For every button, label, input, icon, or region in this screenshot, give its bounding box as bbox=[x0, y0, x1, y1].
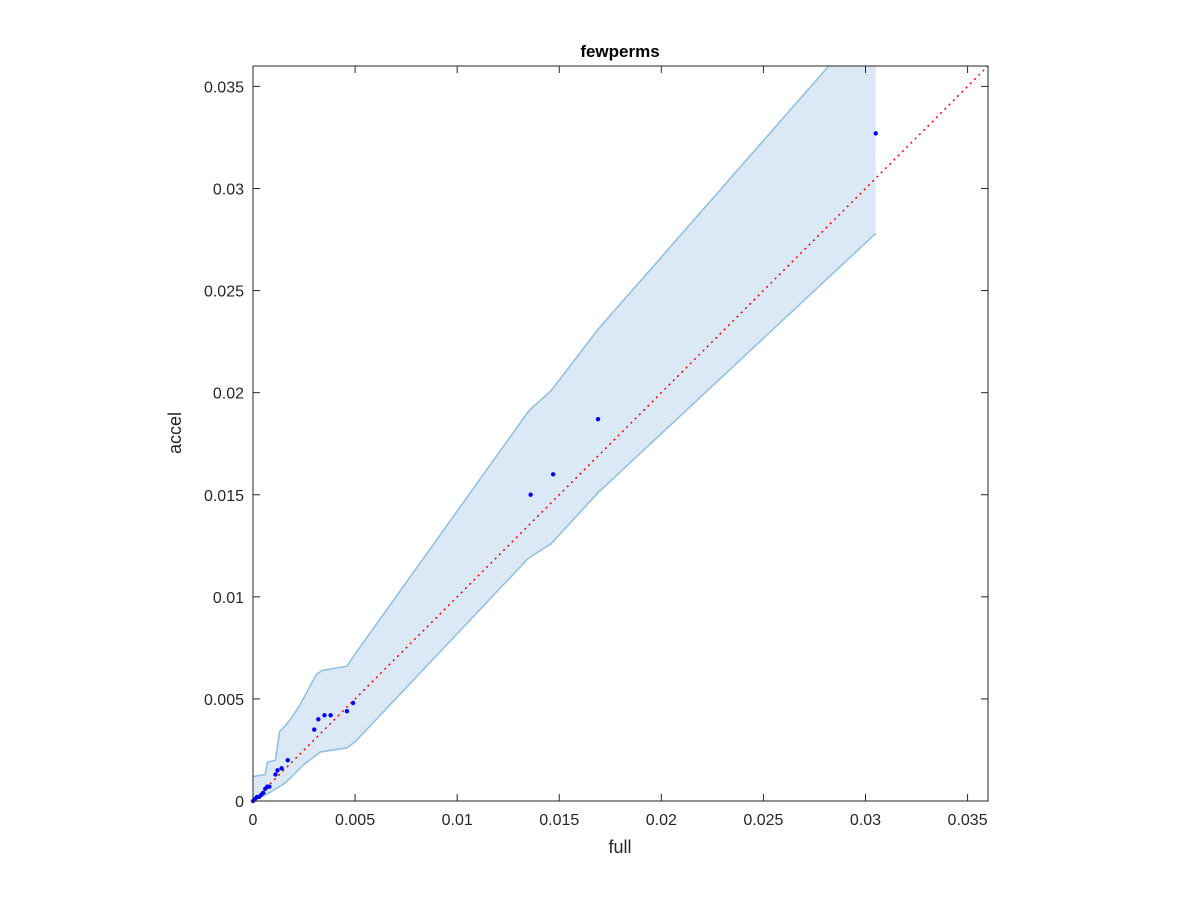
x-axis-label: full bbox=[608, 837, 631, 857]
y-tick-label: 0.015 bbox=[204, 488, 244, 505]
data-point bbox=[273, 772, 278, 777]
data-point bbox=[275, 768, 280, 773]
data-point bbox=[261, 790, 266, 796]
x-tick-label: 0.02 bbox=[646, 812, 677, 829]
x-tick-label: 0 bbox=[249, 812, 258, 829]
data-points bbox=[250, 131, 878, 804]
confidence-band bbox=[253, 66, 877, 801]
x-axis-ticks: 0 0.005 0.01 0.015 0.02 0.025 0.03 0.035 bbox=[249, 66, 988, 829]
data-point bbox=[285, 757, 290, 763]
y-tick-label: 0.005 bbox=[204, 692, 244, 709]
data-point bbox=[312, 727, 317, 732]
x-tick-label: 0.015 bbox=[539, 812, 579, 829]
data-point bbox=[350, 700, 356, 706]
x-tick-label: 0.035 bbox=[948, 812, 988, 829]
data-point bbox=[873, 131, 878, 136]
data-point bbox=[316, 717, 321, 722]
data-point bbox=[550, 472, 556, 477]
chart-title: fewperms bbox=[580, 42, 659, 61]
y-tick-label: 0 bbox=[235, 794, 244, 811]
data-point bbox=[279, 766, 284, 771]
data-point bbox=[344, 708, 350, 714]
x-tick-label: 0.01 bbox=[442, 812, 473, 829]
y-tick-label: 0.01 bbox=[213, 590, 244, 607]
x-tick-label: 0.005 bbox=[335, 812, 375, 829]
y-tick-label: 0.02 bbox=[213, 386, 244, 403]
band-upper-edge bbox=[253, 66, 830, 778]
band-lower-edge bbox=[253, 232, 877, 801]
data-point bbox=[322, 713, 327, 718]
x-tick-label: 0.025 bbox=[743, 812, 783, 829]
data-point bbox=[528, 492, 533, 497]
axes-box bbox=[252, 65, 989, 802]
y-axis-label: accel bbox=[165, 412, 185, 454]
data-point bbox=[328, 713, 333, 718]
y-tick-label: 0.03 bbox=[213, 182, 244, 199]
band-fill bbox=[253, 66, 876, 801]
data-point bbox=[267, 784, 272, 789]
data-point bbox=[595, 417, 601, 422]
y-axis-ticks: 0 0.005 0.01 0.015 0.02 0.025 0.03 0.035 bbox=[204, 79, 988, 811]
y-tick-label: 0.025 bbox=[204, 284, 244, 301]
x-tick-label: 0.03 bbox=[850, 812, 881, 829]
y-tick-label: 0.035 bbox=[204, 79, 244, 96]
